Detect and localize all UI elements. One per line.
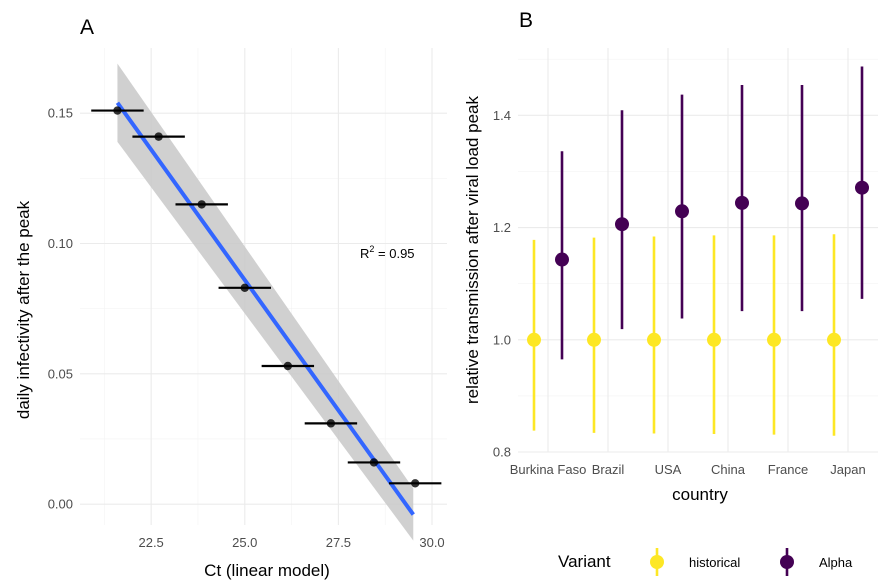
x-tick-label: 22.5 xyxy=(138,535,163,550)
data-point xyxy=(735,195,749,210)
panel-b-x-axis-title: country xyxy=(672,485,728,504)
data-point xyxy=(369,458,379,467)
data-point xyxy=(647,332,661,347)
x-tick-label: 25.0 xyxy=(232,535,257,550)
x-tick-label: Japan xyxy=(830,462,865,477)
panel-a-x-ticks: 22.5 25.0 27.5 30.0 xyxy=(138,535,444,550)
data-point xyxy=(767,332,781,347)
data-point xyxy=(240,283,249,293)
panel-a-y-ticks: 0.00 0.05 0.10 0.15 xyxy=(48,106,73,512)
x-tick-label: France xyxy=(768,462,808,477)
panel-b-marks xyxy=(527,66,869,436)
panel-a: A 22.5 25.0 27.5 30.0 0.00 0.05 0.10 0.15 R2 =… xyxy=(14,16,447,580)
x-tick-label: China xyxy=(711,462,746,477)
legend: Variant historical Alpha xyxy=(558,548,853,576)
data-point xyxy=(197,200,206,209)
legend-key-point xyxy=(650,555,664,569)
panel-b-y-axis-title: relative transmission after viral load p… xyxy=(463,95,482,404)
data-point xyxy=(154,132,163,141)
data-point xyxy=(410,479,420,488)
legend-label: Alpha xyxy=(819,555,853,570)
data-point xyxy=(326,419,336,428)
y-tick-label: 1.4 xyxy=(493,108,511,123)
regression-line xyxy=(115,101,415,516)
panel-a-x-axis-title: Ct (linear model) xyxy=(204,561,330,580)
data-point xyxy=(555,252,569,267)
legend-title: Variant xyxy=(558,552,611,571)
data-point xyxy=(527,332,541,347)
y-tick-label: 0.8 xyxy=(493,445,511,460)
data-point xyxy=(827,332,841,347)
y-tick-label: 1.0 xyxy=(493,332,511,347)
x-tick-label: 30.0 xyxy=(419,535,444,550)
data-point xyxy=(855,180,869,195)
x-tick-label: Brazil xyxy=(592,462,625,477)
legend-items: historical Alpha xyxy=(650,548,853,576)
x-tick-label: Burkina Faso xyxy=(510,462,587,477)
y-tick-label: 0.00 xyxy=(48,497,73,512)
data-point xyxy=(675,204,689,219)
x-tick-label: 27.5 xyxy=(326,535,351,550)
data-point xyxy=(113,106,122,115)
panel-b: B Burkina Faso Brazil USA China France Japan … xyxy=(463,9,878,576)
data-point xyxy=(707,332,721,347)
panel-a-y-axis-title: daily infectivity after the peak xyxy=(14,200,33,419)
y-tick-label: 0.10 xyxy=(48,236,73,251)
r-squared-annotation: R2 = 0.95 xyxy=(360,244,415,261)
y-tick-label: 0.05 xyxy=(48,366,73,381)
data-point xyxy=(283,361,293,371)
panel-b-gridlines xyxy=(518,48,878,453)
legend-key-point xyxy=(780,555,794,569)
data-point xyxy=(795,196,809,211)
legend-label: historical xyxy=(689,555,740,570)
panel-b-y-ticks: 0.8 1.0 1.2 1.4 xyxy=(493,108,511,460)
panel-a-tag: A xyxy=(80,16,94,39)
x-tick-label: USA xyxy=(655,462,682,477)
panel-b-x-ticks: Burkina Faso Brazil USA China France Japan xyxy=(510,462,866,477)
panel-a-points xyxy=(91,106,442,488)
data-point xyxy=(615,217,629,232)
panel-b-tag: B xyxy=(519,9,533,32)
y-tick-label: 1.2 xyxy=(493,220,511,235)
confidence-ribbon xyxy=(117,63,414,541)
y-tick-label: 0.15 xyxy=(48,106,73,121)
data-point xyxy=(587,332,601,347)
